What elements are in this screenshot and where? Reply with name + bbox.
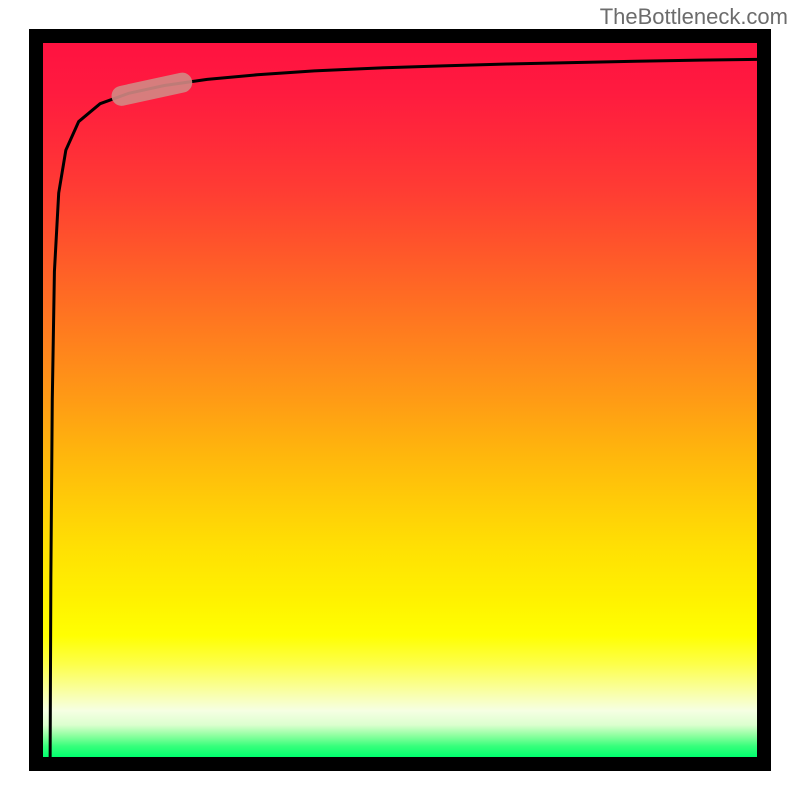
frame-border-top: [29, 29, 771, 43]
frame-border-left: [29, 29, 43, 771]
plot-frame: [29, 29, 771, 771]
frame-border-right: [757, 29, 771, 771]
watermark-text: TheBottleneck.com: [600, 4, 788, 30]
frame-border-bottom: [29, 757, 771, 771]
chart-root: { "watermark": { "text": "TheBottleneck.…: [0, 0, 800, 800]
